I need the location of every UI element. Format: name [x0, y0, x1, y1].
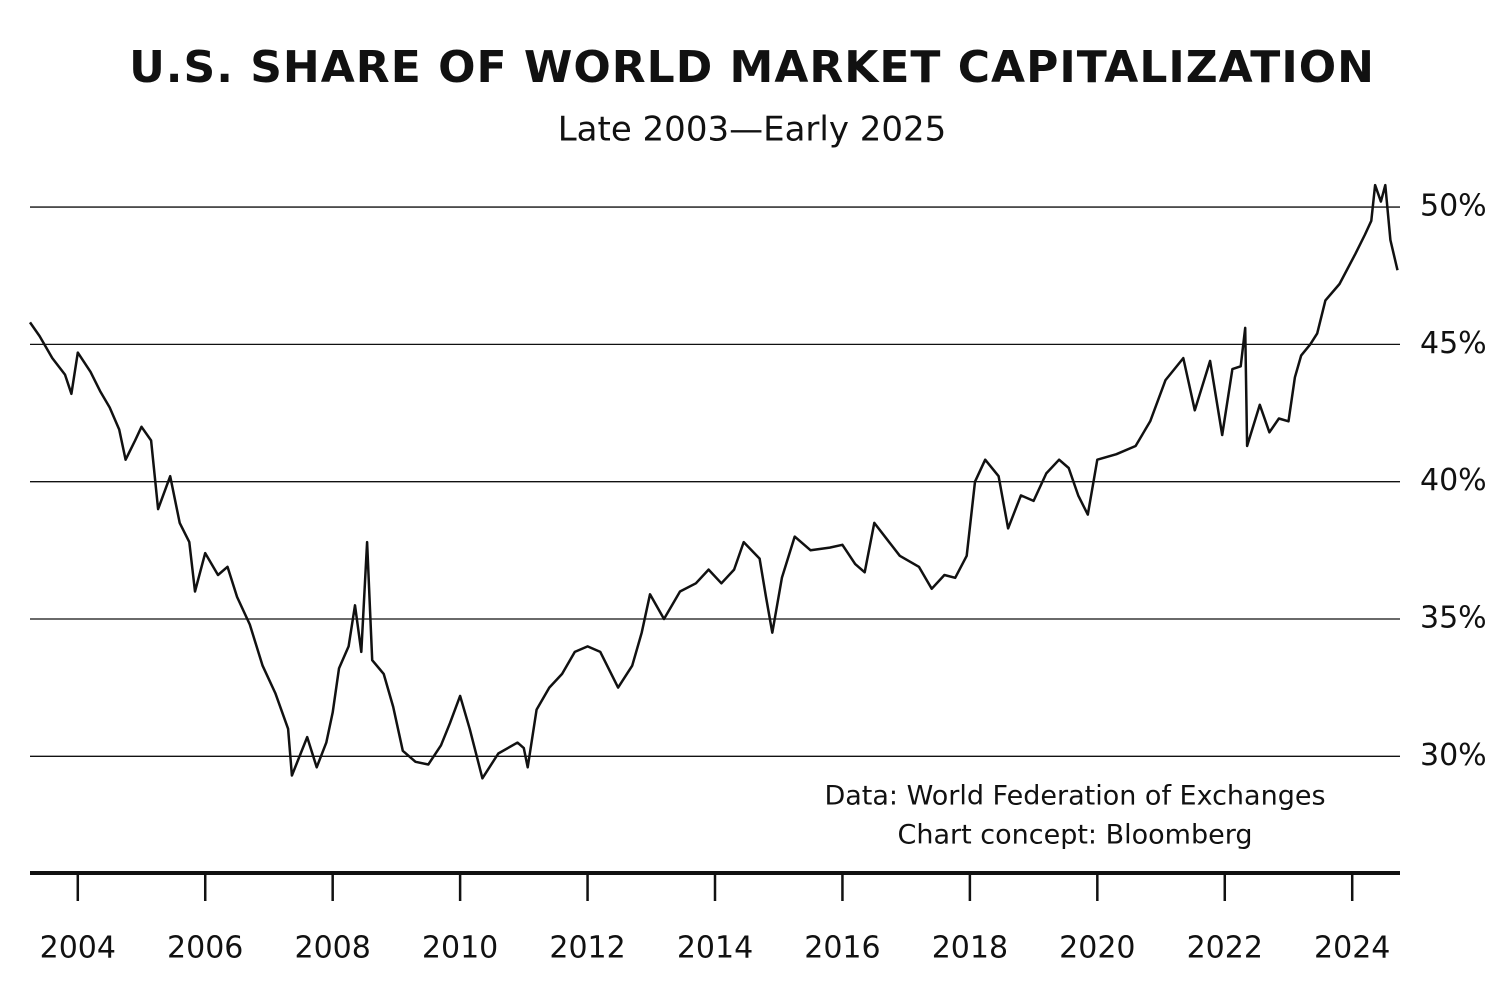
chart-title: U.S. SHARE OF WORLD MARKET CAPITALIZATIO… — [129, 42, 1375, 93]
x-tick-label: 2012 — [549, 931, 625, 966]
x-tick-label: 2024 — [1314, 931, 1390, 966]
x-tick-label: 2020 — [1059, 931, 1135, 966]
source-note: Data: World Federation of Exchanges — [824, 781, 1325, 812]
x-tick-label: 2014 — [677, 931, 753, 966]
x-tick-label: 2016 — [804, 931, 880, 966]
x-tick-label: 2010 — [422, 931, 498, 966]
x-tick-label: 2008 — [294, 931, 370, 966]
credit-note: Chart concept: Bloomberg — [898, 820, 1253, 851]
x-tick-label: 2004 — [40, 931, 116, 966]
y-tick-label: 35% — [1420, 600, 1487, 635]
share-line — [28, 183, 1399, 780]
x-tick-label: 2022 — [1187, 931, 1263, 966]
x-tick-label: 2006 — [167, 931, 243, 966]
chart-subtitle: Late 2003—Early 2025 — [558, 110, 947, 150]
y-tick-label: 45% — [1420, 326, 1487, 361]
y-tick-label: 40% — [1420, 463, 1487, 498]
x-tick-label: 2018 — [932, 931, 1008, 966]
y-tick-label: 30% — [1420, 738, 1487, 773]
y-tick-label: 50% — [1420, 189, 1487, 224]
